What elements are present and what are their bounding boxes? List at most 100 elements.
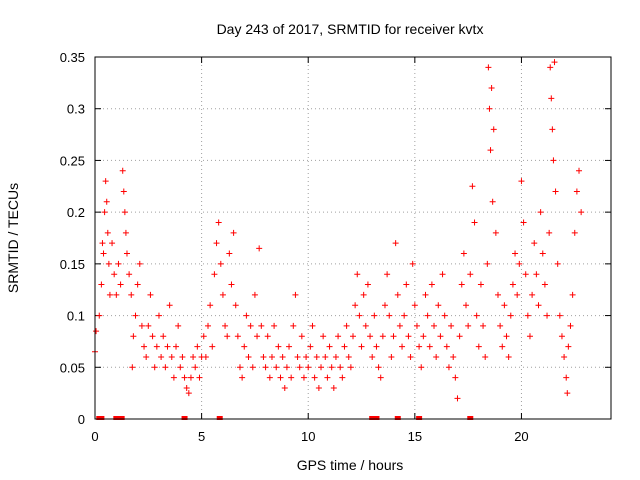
data-point bbox=[484, 260, 491, 267]
data-point bbox=[160, 333, 167, 340]
data-point bbox=[119, 167, 126, 174]
data-point bbox=[573, 188, 580, 195]
data-point bbox=[480, 322, 487, 329]
data-point bbox=[290, 322, 297, 329]
baseline-marker bbox=[98, 416, 105, 420]
data-point bbox=[311, 374, 318, 381]
data-point bbox=[460, 250, 467, 257]
data-point bbox=[360, 291, 367, 298]
baseline-marker bbox=[467, 416, 474, 420]
data-point bbox=[426, 343, 433, 350]
data-point bbox=[143, 353, 150, 360]
data-point bbox=[200, 333, 207, 340]
data-point bbox=[158, 353, 165, 360]
data-point bbox=[286, 343, 293, 350]
data-point bbox=[164, 343, 171, 350]
data-point bbox=[518, 178, 525, 185]
data-point bbox=[473, 312, 480, 319]
data-point bbox=[241, 343, 248, 350]
data-point bbox=[507, 312, 514, 319]
data-point bbox=[211, 271, 218, 278]
data-point bbox=[362, 322, 369, 329]
data-point bbox=[126, 271, 133, 278]
data-point bbox=[136, 260, 143, 267]
axis-ticks: 0 0.05 0.1 0.15 0.2 0.25 0.3 0.35 0 5 10 15 20 bbox=[60, 50, 611, 444]
data-point bbox=[166, 302, 173, 309]
data-point bbox=[576, 167, 583, 174]
data-point bbox=[209, 343, 216, 350]
data-point bbox=[173, 343, 180, 350]
x-tick-label: 5 bbox=[198, 429, 205, 444]
data-point bbox=[98, 281, 105, 288]
data-point bbox=[121, 209, 128, 216]
data-point bbox=[367, 333, 374, 340]
data-point bbox=[469, 183, 476, 190]
data-point bbox=[194, 343, 201, 350]
data-point bbox=[224, 333, 231, 340]
data-point bbox=[213, 240, 220, 247]
data-point bbox=[196, 374, 203, 381]
data-point bbox=[512, 250, 519, 257]
data-point bbox=[243, 312, 250, 319]
data-point bbox=[236, 364, 243, 371]
data-point bbox=[185, 390, 192, 397]
data-point bbox=[307, 343, 314, 350]
data-point bbox=[509, 281, 516, 288]
data-point bbox=[533, 271, 540, 278]
data-point bbox=[482, 353, 489, 360]
data-point bbox=[100, 250, 107, 257]
data-point bbox=[401, 312, 408, 319]
data-point bbox=[320, 333, 327, 340]
y-tick-label: 0.25 bbox=[60, 153, 85, 168]
data-point bbox=[96, 312, 103, 319]
data-point bbox=[330, 384, 337, 391]
data-point bbox=[565, 343, 572, 350]
data-point bbox=[234, 333, 241, 340]
data-point bbox=[371, 312, 378, 319]
data-point bbox=[354, 271, 361, 278]
data-point bbox=[339, 374, 346, 381]
data-point bbox=[384, 271, 391, 278]
y-tick-label: 0 bbox=[78, 412, 85, 427]
data-point bbox=[298, 333, 305, 340]
data-point bbox=[207, 302, 214, 309]
data-point bbox=[492, 229, 499, 236]
data-point bbox=[271, 322, 278, 329]
data-point bbox=[413, 322, 420, 329]
data-point bbox=[571, 229, 578, 236]
data-point bbox=[388, 353, 395, 360]
data-point bbox=[392, 240, 399, 247]
data-point bbox=[347, 364, 354, 371]
data-point bbox=[486, 105, 493, 112]
data-point bbox=[396, 322, 403, 329]
data-point bbox=[147, 291, 154, 298]
data-point bbox=[106, 291, 113, 298]
data-point bbox=[556, 312, 563, 319]
data-point bbox=[569, 291, 576, 298]
data-point bbox=[264, 333, 271, 340]
y-tick-label: 0.35 bbox=[60, 50, 85, 65]
data-point bbox=[111, 271, 118, 278]
data-point bbox=[109, 240, 116, 247]
data-point bbox=[428, 281, 435, 288]
data-point bbox=[563, 374, 570, 381]
baseline-marker bbox=[394, 416, 401, 420]
y-axis-label: SRMTID / TECUs bbox=[5, 183, 21, 293]
data-point bbox=[256, 245, 263, 252]
data-point bbox=[324, 374, 331, 381]
data-point bbox=[439, 271, 446, 278]
data-point bbox=[526, 333, 533, 340]
x-axis-label: GPS time / hours bbox=[297, 457, 404, 473]
data-point bbox=[390, 333, 397, 340]
data-point bbox=[567, 322, 574, 329]
data-point bbox=[230, 229, 237, 236]
data-point bbox=[407, 353, 414, 360]
plot-frame bbox=[94, 56, 612, 420]
data-point bbox=[228, 281, 235, 288]
data-point bbox=[205, 322, 212, 329]
data-point bbox=[337, 364, 344, 371]
data-point bbox=[249, 364, 256, 371]
data-point bbox=[531, 240, 538, 247]
data-point bbox=[458, 281, 465, 288]
data-point bbox=[477, 281, 484, 288]
